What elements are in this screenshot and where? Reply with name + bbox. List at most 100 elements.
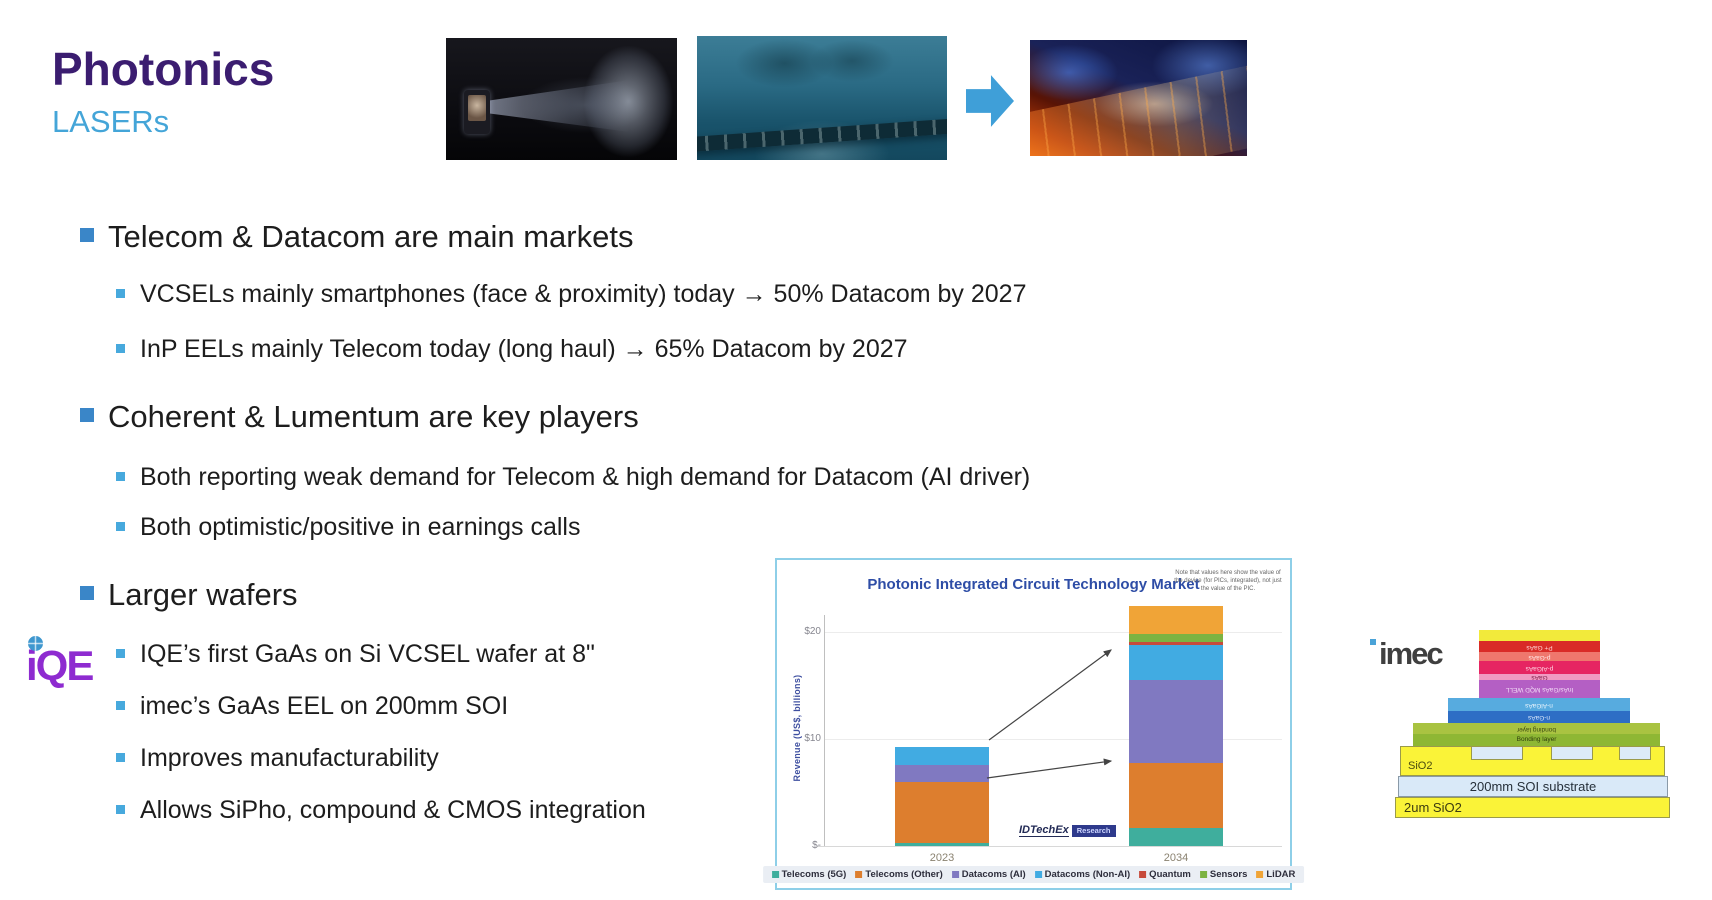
stack-layer: n-AlGaAs — [1448, 698, 1630, 711]
bullet-marker — [80, 408, 94, 422]
legend-item: Telecoms (Other) — [855, 869, 943, 880]
bullet-text: IQE’s first GaAs on Si VCSEL wafer at 8" — [140, 640, 595, 668]
bar-segment — [895, 842, 989, 846]
x-axis-line — [817, 846, 1282, 847]
idtechex-logo-text: IDTechEx — [1019, 824, 1069, 837]
legend-item: Datacoms (AI) — [951, 869, 1026, 880]
face-scan-photo — [446, 38, 677, 160]
bullet-item: Improves manufacturability — [140, 744, 439, 773]
bullet-marker — [116, 521, 125, 531]
bullet-text: InP EELs mainly Telecom today (long haul… — [140, 335, 908, 363]
sio2-layer: SiO2 — [1400, 746, 1665, 776]
legend-swatch — [951, 871, 959, 878]
bottom-sio2-layer: 2um SiO2 — [1395, 797, 1670, 818]
chart-title: Photonic Integrated Circuit Technology M… — [867, 576, 1200, 593]
bullet-text: Both reporting weak demand for Telecom &… — [140, 463, 1031, 491]
sio2-notch — [1619, 747, 1651, 760]
bullet-text: Both optimistic/positive in earnings cal… — [140, 513, 581, 541]
stack-layer: bonding layer — [1413, 723, 1660, 734]
bullet-item: Allows SiPho, compound & CMOS integratio… — [140, 796, 646, 825]
chart-legend: Telecoms (5G) Telecoms (Other) Datacoms (A… — [762, 866, 1305, 883]
y-axis-line — [824, 615, 825, 846]
legend-item: Telecoms (5G) — [771, 869, 847, 880]
legend-swatch — [855, 871, 863, 878]
bullet-text: Allows SiPho, compound & CMOS integratio… — [140, 796, 646, 824]
legend-item: Sensors — [1199, 869, 1248, 880]
bullet-marker — [80, 228, 94, 242]
bullet-text: Improves manufacturability — [140, 744, 439, 772]
imec-logo-text: imec — [1379, 636, 1444, 671]
globe-icon — [28, 636, 43, 651]
gridline — [825, 632, 1282, 633]
bullet-text: VCSELs mainly smartphones (face & proxim… — [140, 280, 1027, 308]
bullet-marker — [116, 288, 125, 298]
imec-logo: imec — [1370, 636, 1470, 676]
legend-label: Quantum — [1149, 869, 1191, 880]
bar-segment — [1129, 641, 1223, 645]
legend-label: Telecoms (Other) — [865, 869, 943, 880]
sio2-notch — [1551, 747, 1593, 760]
x-tick-label: 2023 — [929, 852, 955, 864]
y-tick-label: $- — [812, 840, 821, 851]
bullet-marker — [116, 700, 125, 710]
bar-segment — [1129, 606, 1223, 635]
bullet-marker — [116, 471, 125, 481]
bullet-marker — [116, 752, 125, 762]
imec-logo-square — [1370, 639, 1376, 645]
y-axis-label: Revenue (US$, billions) — [792, 674, 802, 782]
phone-screen — [468, 95, 486, 121]
stack-layer: p-AlGaAs — [1479, 661, 1600, 674]
bullet-item: Larger wafers — [108, 577, 298, 613]
arrow-right-icon — [966, 75, 1014, 127]
legend-swatch — [1199, 871, 1207, 878]
page-subtitle: LASERs — [52, 104, 170, 139]
smartphone — [464, 90, 490, 134]
laser-layer-stack-diagram: SiO2 200mm SOI substrate 2um SiO2 P+ GaA… — [1395, 628, 1670, 820]
legend-label: Datacoms (AI) — [961, 869, 1026, 880]
bullet-text: Larger wafers — [108, 577, 298, 612]
sio2-label: SiO2 — [1408, 760, 1433, 772]
bar-segment — [1129, 827, 1223, 846]
legend-label: LiDAR — [1266, 869, 1296, 880]
stack-layer: n-GaAs — [1448, 711, 1630, 723]
bullet-marker — [116, 804, 125, 814]
subsea-cable — [697, 116, 947, 153]
light-streaks — [1030, 58, 1247, 156]
stack-layer: P+ GaAs — [1479, 641, 1600, 652]
bullet-item: Coherent & Lumentum are key players — [108, 399, 639, 435]
idtechex-logo: IDTechEx Research — [1019, 824, 1116, 837]
legend-item: Datacoms (Non-AI) — [1034, 869, 1131, 880]
sio2-notch — [1471, 747, 1523, 760]
page-title: Photonics — [52, 43, 275, 95]
legend-item: Quantum — [1139, 869, 1191, 880]
legend-swatch — [1256, 871, 1264, 878]
y-tick-label: $20 — [804, 626, 821, 637]
bullet-item: IQE’s first GaAs on Si VCSEL wafer at 8" — [140, 640, 595, 669]
bar-segment — [1129, 680, 1223, 763]
legend-swatch — [1139, 871, 1147, 878]
legend-label: Sensors — [1209, 869, 1248, 880]
bullet-marker — [116, 343, 125, 353]
bar-segment — [895, 764, 989, 782]
stack-layer: p-GaAs — [1479, 652, 1600, 661]
stacked-bar-2023 — [895, 746, 989, 846]
light-beam — [480, 80, 630, 132]
bullet-text: Telecom & Datacom are main markets — [108, 219, 634, 254]
pic-market-chart: Photonic Integrated Circuit Technology M… — [762, 558, 1305, 890]
legend-label: Datacoms (Non-AI) — [1044, 869, 1131, 880]
stack-layer — [1479, 630, 1600, 641]
bullet-item: imec’s GaAs EEL on 200mm SOI — [140, 692, 508, 721]
legend-swatch — [771, 871, 779, 878]
bar-segment — [1129, 762, 1223, 828]
bullet-marker — [116, 648, 125, 658]
stacked-bar-2034 — [1129, 606, 1223, 846]
bullet-item: VCSELs mainly smartphones (face & proxim… — [140, 280, 1027, 309]
bar-segment — [1129, 644, 1223, 681]
legend-swatch — [1034, 871, 1042, 878]
x-tick-label: 2034 — [1163, 852, 1189, 864]
bullet-marker — [80, 586, 94, 600]
bullet-item: InP EELs mainly Telecom today (long haul… — [140, 335, 908, 364]
legend-label: Telecoms (5G) — [781, 869, 847, 880]
iqe-logo: iQE — [26, 636, 116, 692]
